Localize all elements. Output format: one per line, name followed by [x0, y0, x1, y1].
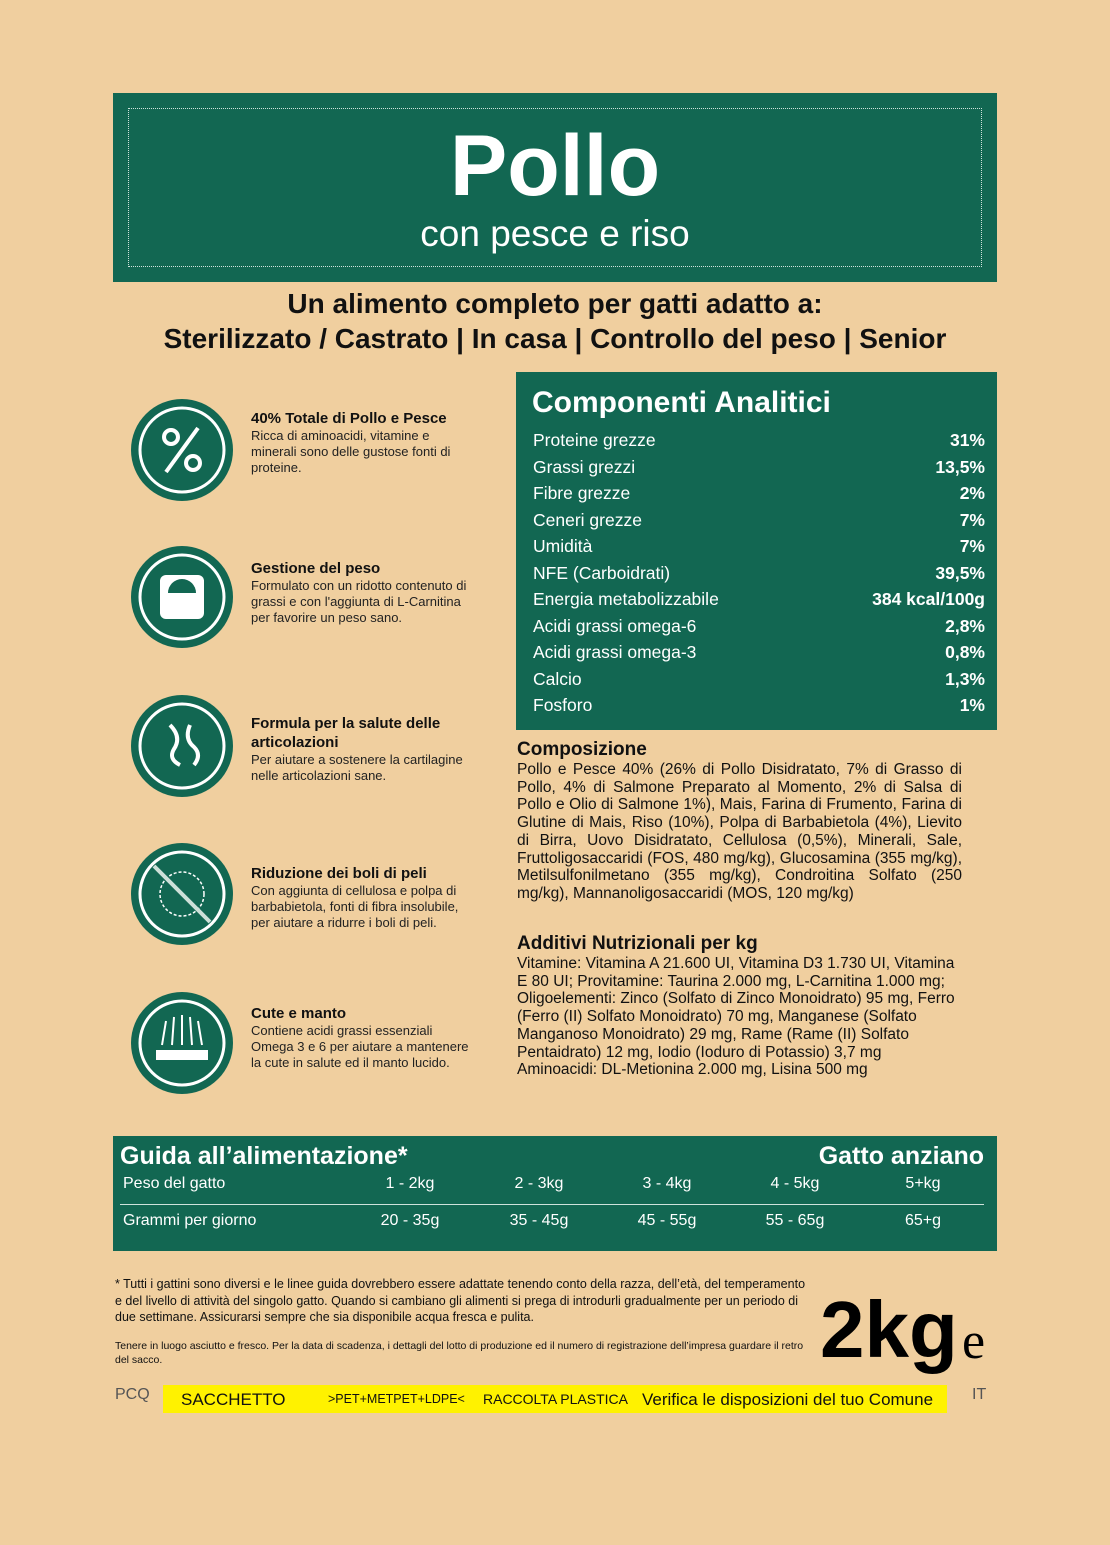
feeding-cell: 4 - 5kg [770, 1175, 820, 1192]
packaging: SACCHETTO [181, 1390, 286, 1409]
feature-text: Ricca di aminoacidi, vitamine e minerali… [251, 428, 451, 475]
header-border [128, 108, 982, 267]
feature: Gestione del peso Formulato con un ridott… [251, 559, 476, 626]
composition-text: Pollo e Pesce 40% (26% di Pollo Disidrat… [517, 761, 962, 902]
analytics-row: Grassi grezzi 13,5% [533, 457, 985, 483]
analytics-label: Acidi grassi omega-6 [533, 615, 697, 636]
additives-title: Additivi Nutrizionali per kg [517, 933, 758, 954]
recycling-bar: SACCHETTO >PET+METPET+LDPE< RACCOLTA PLA… [163, 1385, 947, 1413]
analytics-label: Proteine grezze [533, 430, 656, 450]
feature-text: Contiene acidi grassi essenziali Omega 3… [251, 1023, 469, 1070]
subtitle: con pesce e riso [420, 213, 690, 254]
analytics-value: 39,5% [935, 562, 985, 583]
disposal-note: Verifica le disposizioni del tuo Comune [642, 1390, 934, 1409]
feeding-cell: 2 - 3kg [514, 1175, 564, 1192]
feeding-separator [120, 1204, 984, 1205]
analytics-row: Acidi grassi omega-6 2,8% [533, 616, 985, 642]
additives-text: Vitamine: Vitamina A 21.600 UI, Vitamina… [517, 955, 955, 1079]
feature-title: Gestione del peso [251, 560, 381, 577]
analytics-value: 13,5% [935, 456, 985, 477]
feature-text: Per aiutare a sostenere la cartilagine n… [251, 752, 463, 783]
feeding-cell: 3 - 4kg [642, 1175, 692, 1192]
feeding-cell: 45 - 55g [637, 1212, 697, 1229]
material: >PET+METPET+LDPE< [328, 1392, 465, 1406]
analytics-row: Fibre grezze 2% [533, 483, 985, 509]
analytics-value: 0,8% [945, 642, 985, 662]
composition: Composizione Pollo e Pesce 40% (26% di P… [517, 739, 962, 903]
collection: RACCOLTA PLASTICA [483, 1391, 628, 1407]
feature-title: Riduzione dei boli di peli [251, 865, 427, 882]
analytics-value: 1% [959, 695, 985, 715]
feature: Cute e manto Contiene acidi grassi essenz… [251, 1004, 476, 1071]
feeding-cell: 55 - 65g [765, 1212, 825, 1229]
analytics-label: Fosforo [533, 695, 593, 715]
suitability-heading: Un alimento completo per gatti adatto a: [287, 288, 823, 319]
feature-text: Formulato con un ridotto contenuto di gr… [251, 578, 467, 625]
analytics-value: 31% [949, 430, 985, 450]
analytics-panel: Componenti Analitici Proteine grezze 31% G… [516, 372, 997, 730]
analytics-value: 2% [959, 483, 985, 503]
feeding-title: Guida all’alimentazione* [120, 1142, 408, 1170]
title: Pollo [449, 118, 661, 214]
analytics-value: 2,8% [945, 615, 985, 636]
analytics-row: Umidità 7% [533, 536, 985, 562]
recycling-code: PCQ [115, 1386, 150, 1403]
feeding-cell: 20 - 35g [380, 1212, 440, 1229]
analytics-value: 7% [959, 509, 985, 530]
feature: 40% Totale di Pollo e Pesce Ricca di amin… [251, 409, 476, 476]
analytics-value: 7% [959, 536, 985, 556]
feature-title: Cute e manto [251, 1005, 347, 1022]
analytics-value: 384 kcal/100g [872, 589, 985, 609]
analytics-label: Calcio [533, 668, 582, 689]
feeding-cell: 5+kg [905, 1175, 941, 1192]
header: Pollo con pesce e riso [113, 93, 997, 282]
feeding-cell: 1 - 2kg [385, 1175, 435, 1192]
feature: Formula per la salute delle articolazion… [251, 714, 476, 784]
feature: Riduzione dei boli di peli Con aggiunta d… [251, 864, 476, 931]
country: IT [972, 1386, 987, 1403]
analytics-row: Proteine grezze 31% [533, 430, 985, 456]
analytics-title: Componenti Analitici [532, 386, 831, 419]
analytics-row: Fosforo 1% [533, 695, 985, 721]
composition-title: Composizione [517, 739, 647, 760]
storage-note: Tenere in luogo asciutto e fresco. Per l… [115, 1340, 804, 1366]
feeding-row-label: Peso del gatto [123, 1175, 226, 1192]
analytics-label: Ceneri grezze [533, 509, 642, 530]
analytics-row: NFE (Carboidrati) 39,5% [533, 563, 985, 589]
analytics-label: Umidità [533, 536, 593, 556]
analytics-row: Ceneri grezze 7% [533, 510, 985, 536]
analytics-value: 1,3% [945, 668, 985, 689]
feeding-guide: Guida all’alimentazione* Gatto anziano P… [113, 1136, 997, 1251]
analytics-label: Energia metabolizzabile [533, 589, 719, 609]
analytics-row: Calcio 1,3% [533, 669, 985, 695]
feeding-cell: 35 - 45g [509, 1212, 569, 1229]
analytics-row: Energia metabolizzabile 384 kcal/100g [533, 589, 985, 615]
feeding-cell: 65+g [904, 1212, 942, 1229]
analytics-label: Fibre grezze [533, 483, 631, 503]
feeding-row-label: Grammi per giorno [123, 1212, 257, 1229]
estimated-mark: e [962, 1313, 986, 1370]
analytics-label: Acidi grassi omega-3 [533, 642, 697, 662]
analytics-label: NFE (Carboidrati) [533, 562, 671, 583]
footnote: * Tutti i gattini sono diversi e le line… [115, 1277, 806, 1324]
analytics-label: Grassi grezzi [533, 456, 636, 477]
feature-title: 40% Totale di Pollo e Pesce [251, 410, 447, 427]
feeding-category: Gatto anziano [818, 1142, 984, 1170]
feature-icons [131, 399, 233, 1094]
net-weight: 2kg [820, 1285, 958, 1374]
suitability-targets: Sterilizzato / Castrato | In casa | Cont… [163, 323, 947, 354]
analytics-row: Acidi grassi omega-3 0,8% [533, 642, 985, 668]
additives: Additivi Nutrizionali per kg Vitamine: V… [517, 933, 962, 1079]
feature-text: Con aggiunta di cellulosa e polpa di bar… [251, 883, 459, 930]
feature-title: Formula per la salute delle articolazion… [251, 715, 441, 751]
